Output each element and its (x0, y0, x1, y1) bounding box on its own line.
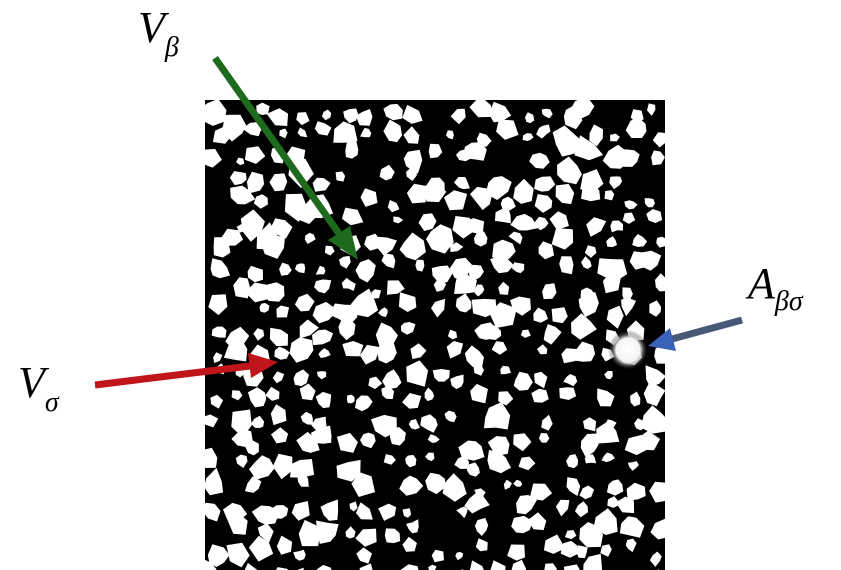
interface-highlight (608, 330, 648, 370)
label-v-sigma: Vσ (18, 358, 60, 418)
subscript: β (164, 32, 179, 63)
symbol: A (745, 259, 776, 308)
arrow-shaft (672, 320, 742, 339)
grain (265, 282, 285, 302)
subscript: σ (45, 387, 60, 418)
figure: Vβ Vσ Aβσ (0, 0, 841, 570)
label-v-beta: Vβ (138, 3, 179, 63)
label-a-beta-sigma: Aβσ (745, 259, 804, 317)
page: {"labels": [ {"symbol": "V", "subscript"… (0, 0, 841, 570)
subscript: βσ (774, 286, 804, 317)
